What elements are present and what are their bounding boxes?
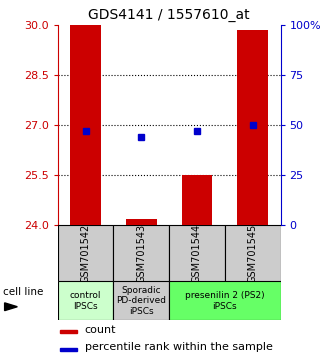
Text: presenilin 2 (PS2)
iPSCs: presenilin 2 (PS2) iPSCs <box>185 291 265 310</box>
Bar <box>114 225 169 281</box>
Polygon shape <box>5 303 17 311</box>
Bar <box>182 175 212 225</box>
Bar <box>126 219 157 225</box>
Text: Sporadic
PD-derived
iPSCs: Sporadic PD-derived iPSCs <box>116 286 166 316</box>
Bar <box>58 281 114 320</box>
Text: control
IPSCs: control IPSCs <box>70 291 101 310</box>
Text: GSM701543: GSM701543 <box>136 223 146 283</box>
Text: GSM701544: GSM701544 <box>192 223 202 283</box>
Bar <box>169 281 280 320</box>
Text: cell line: cell line <box>3 287 43 297</box>
Bar <box>237 30 268 225</box>
Bar <box>225 225 280 281</box>
Bar <box>60 348 77 350</box>
Bar <box>114 281 169 320</box>
Text: GSM701542: GSM701542 <box>81 223 91 283</box>
Bar <box>60 330 77 333</box>
Bar <box>169 225 225 281</box>
Text: percentile rank within the sample: percentile rank within the sample <box>85 342 273 352</box>
Text: GSM701545: GSM701545 <box>248 223 258 283</box>
Title: GDS4141 / 1557610_at: GDS4141 / 1557610_at <box>88 8 250 22</box>
Bar <box>70 25 101 225</box>
Text: count: count <box>85 325 116 335</box>
Bar <box>58 225 114 281</box>
